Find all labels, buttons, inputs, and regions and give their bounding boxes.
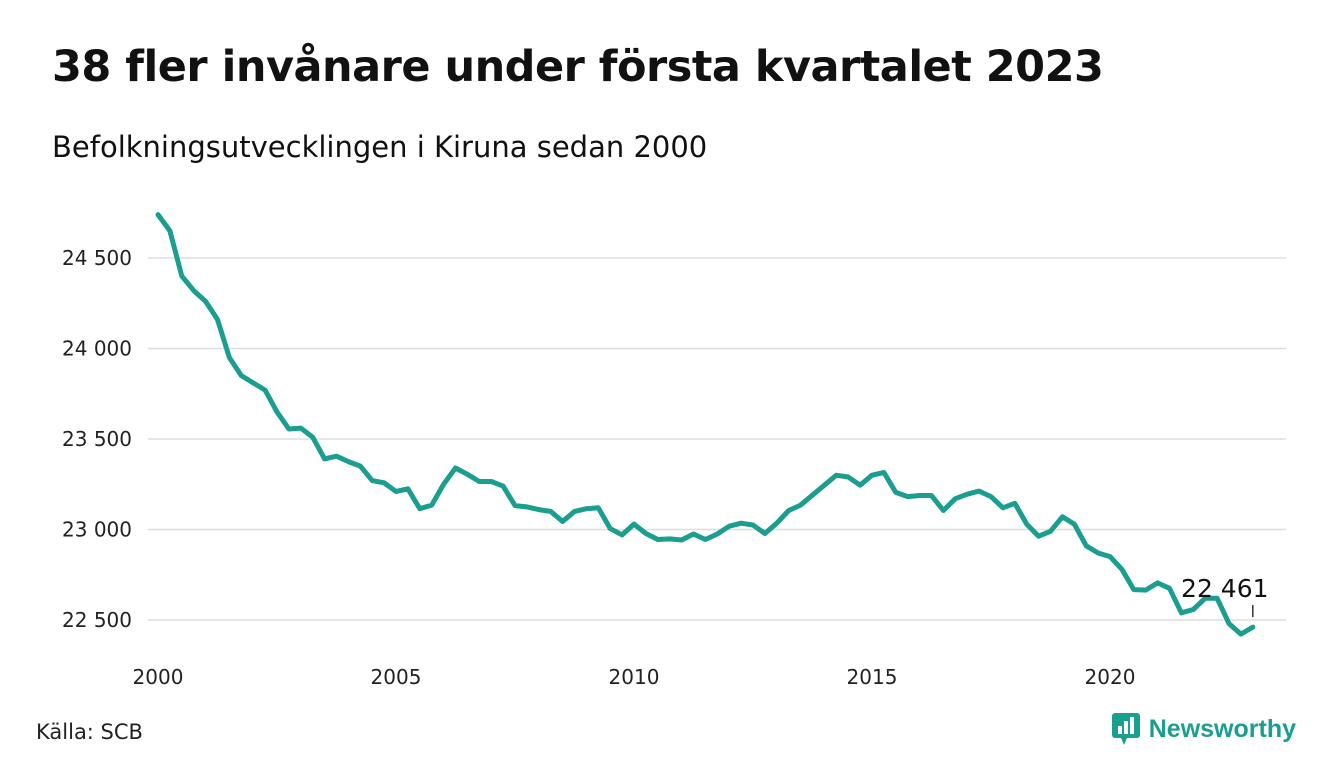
last-value-annotation: 22 461 bbox=[1181, 574, 1269, 618]
y-tick-label: 22 500 bbox=[62, 608, 132, 632]
x-tick-label: 2010 bbox=[609, 665, 660, 689]
y-tick-label: 23 000 bbox=[62, 518, 132, 542]
x-tick-label: 2020 bbox=[1085, 665, 1136, 689]
x-tick-label: 2015 bbox=[847, 665, 898, 689]
source-note: Källa: SCB bbox=[36, 720, 143, 744]
annotation-label: 22 461 bbox=[1181, 574, 1268, 603]
gridlines bbox=[148, 257, 1286, 621]
population-line bbox=[155, 212, 1256, 637]
y-tick-label: 23 500 bbox=[62, 427, 132, 451]
brand-name: Newsworthy bbox=[1148, 714, 1296, 743]
y-tick-label: 24 500 bbox=[62, 246, 132, 270]
x-tick-label: 2000 bbox=[133, 665, 184, 689]
x-tick-label: 2005 bbox=[371, 665, 422, 689]
chart-subtitle: Befolkningsutvecklingen i Kiruna sedan 2… bbox=[52, 130, 708, 164]
chart-title: 38 fler invånare under första kvartalet … bbox=[52, 42, 1104, 92]
brand-logo: Newsworthy bbox=[1111, 712, 1296, 746]
x-axis-ticks: 2000 2005 2010 2015 2020 bbox=[133, 665, 1136, 689]
y-tick-label: 24 000 bbox=[62, 337, 132, 361]
data-points bbox=[156, 212, 1256, 636]
y-axis-ticks: 22 500 23 000 23 500 24 000 24 500 bbox=[62, 246, 132, 632]
newsworthy-logo-icon bbox=[1111, 713, 1140, 745]
